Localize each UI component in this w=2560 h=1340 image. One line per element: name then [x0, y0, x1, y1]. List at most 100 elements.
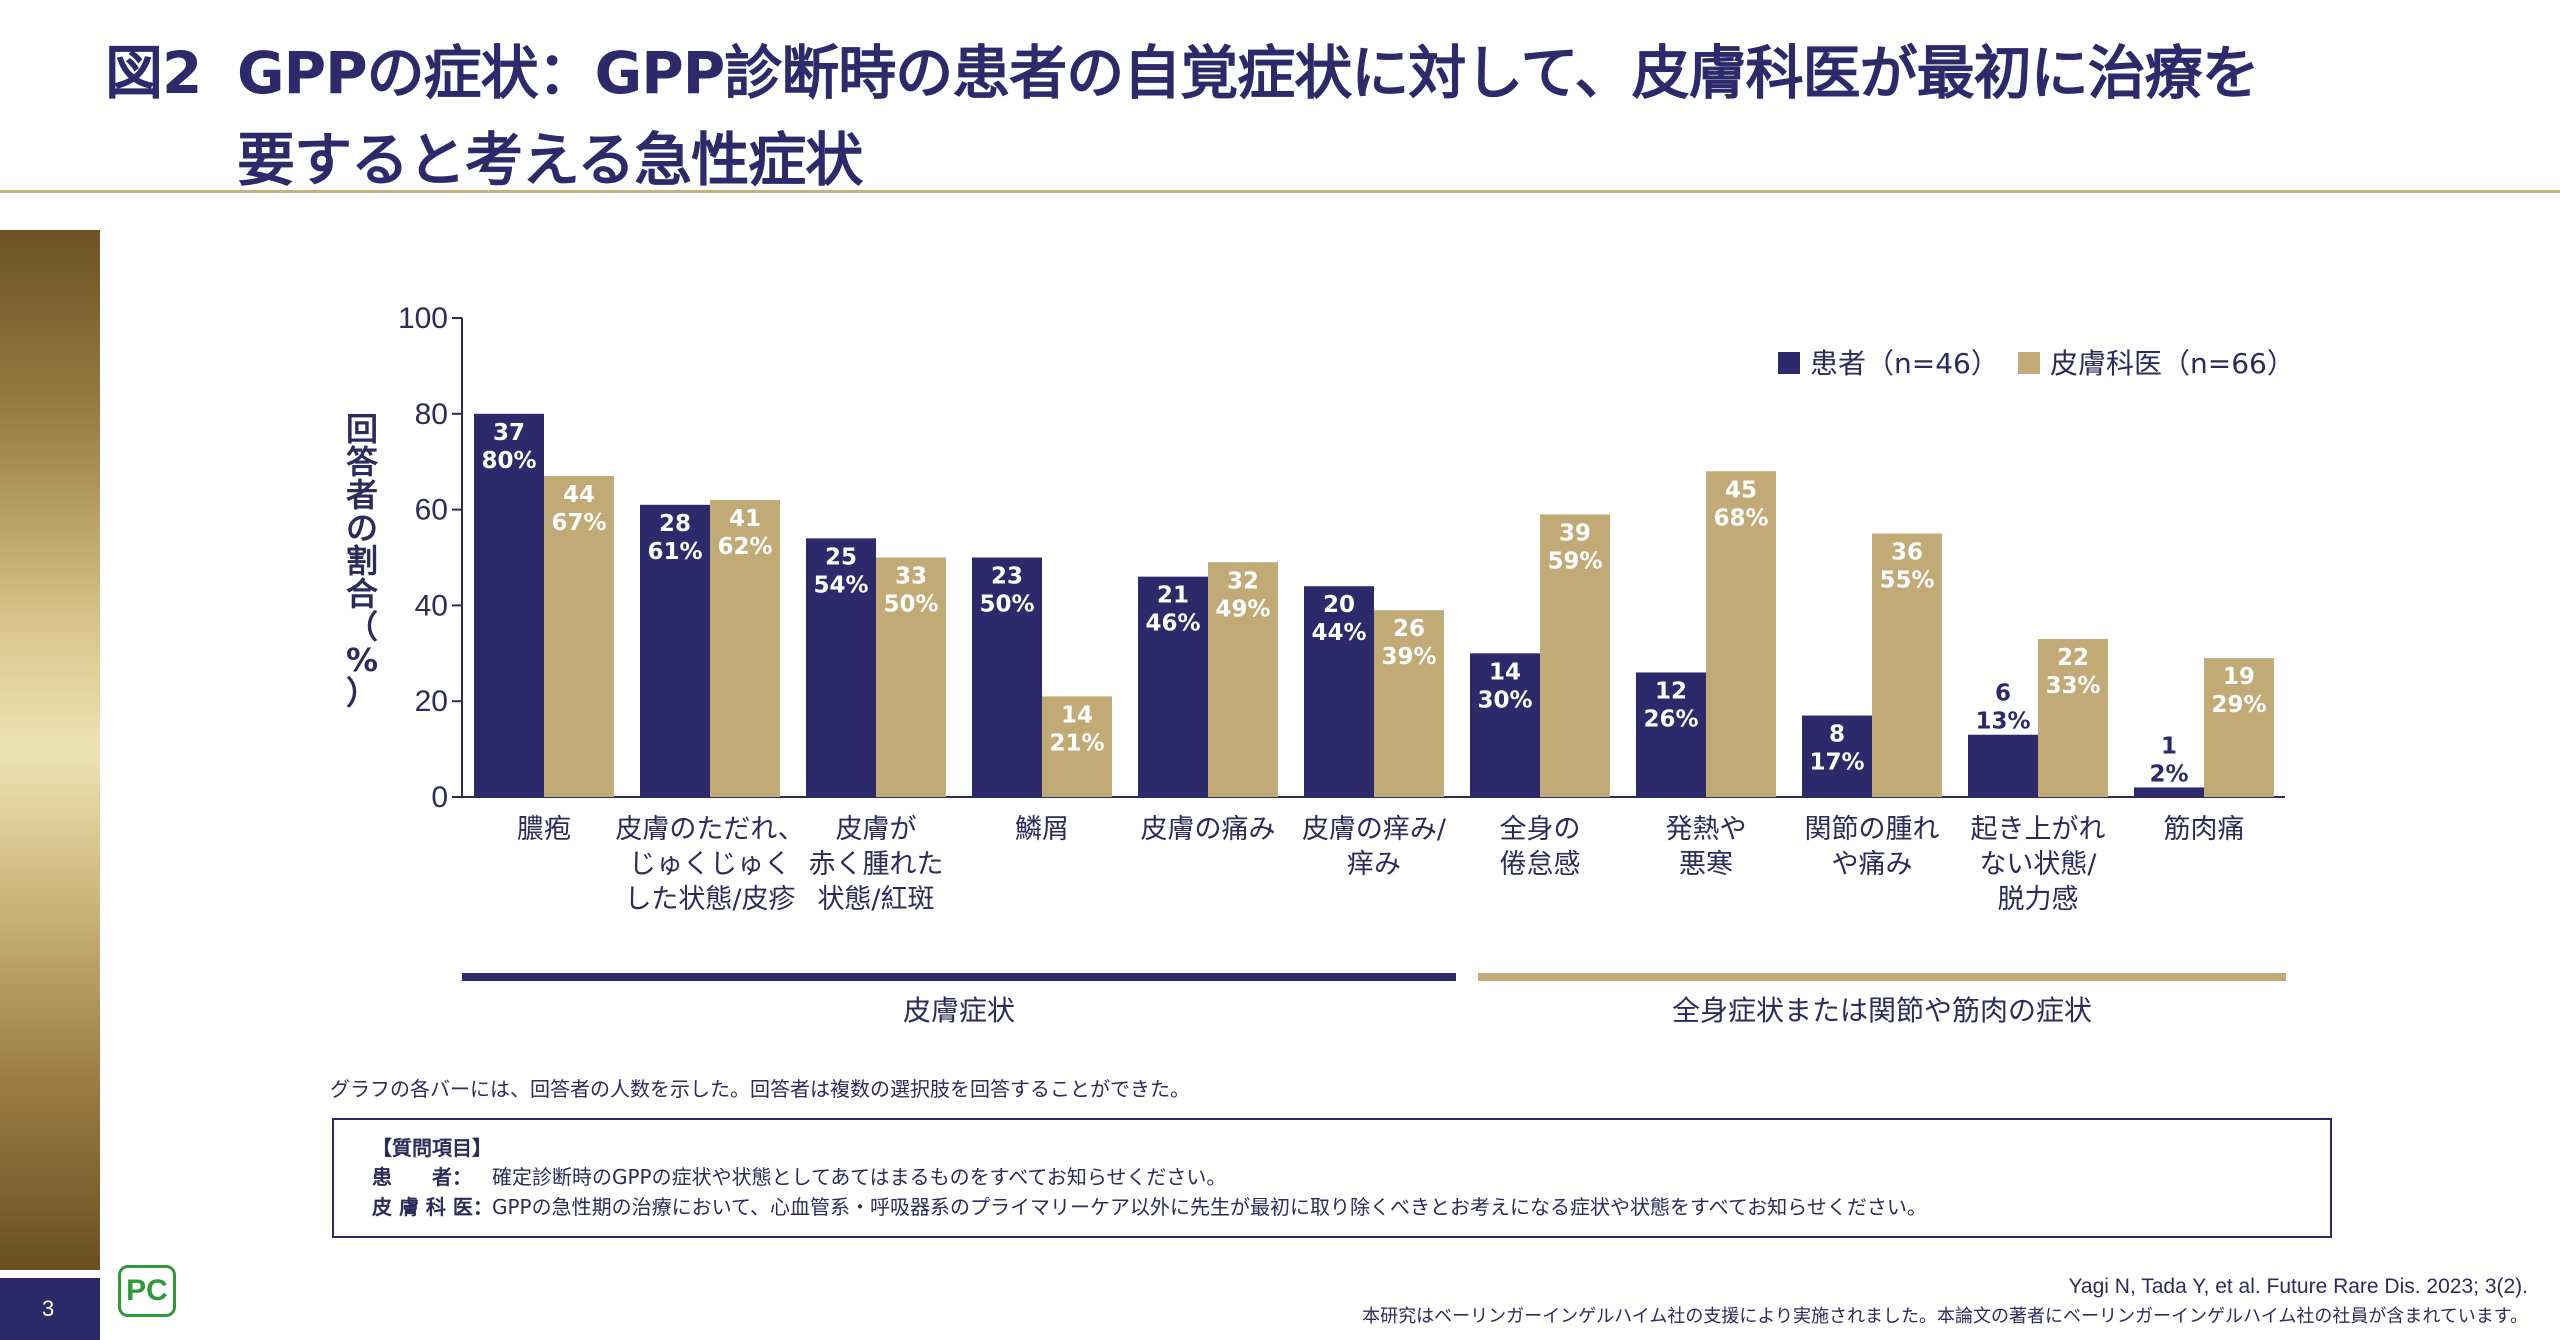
bar-patient	[474, 413, 544, 797]
bar-dermatologist	[1872, 533, 1942, 797]
x-category-label: 皮膚の痛み	[1141, 814, 1276, 845]
bar-percent-label: 26%	[1643, 706, 1698, 732]
bar-percent-label: 50%	[883, 592, 938, 618]
y-axis-label: 回答者の割合（%）	[346, 410, 379, 712]
bar-patient	[1304, 586, 1374, 797]
bar-dermatologist	[2038, 638, 2108, 797]
pc-logo-icon: PC	[118, 1265, 176, 1317]
y-tick-label: 40	[415, 589, 448, 622]
y-tick-label: 0	[431, 781, 448, 814]
bar-count-label: 8	[1829, 722, 1845, 748]
bar-percent-label: 61%	[647, 539, 702, 565]
bar-count-label: 28	[659, 511, 691, 537]
legend-label: 皮膚科医（n=66）	[2050, 347, 2295, 380]
bar-dermatologist	[1208, 562, 1278, 797]
bar-count-label: 32	[1227, 568, 1259, 594]
bar-count-label: 23	[991, 564, 1023, 590]
x-category-label: 皮膚が赤く腫れた状態/紅斑	[809, 814, 944, 915]
bar-count-label: 41	[729, 506, 761, 532]
gold-sidebar	[0, 230, 100, 1270]
bar-count-label: 22	[2057, 645, 2089, 671]
bar-patient	[1470, 653, 1540, 797]
bar-patient	[1138, 576, 1208, 797]
bar-count-label: 33	[895, 564, 927, 590]
bar-dermatologist	[710, 500, 780, 797]
figure-number: 図2	[105, 39, 202, 107]
group-bar	[462, 973, 1456, 981]
bar-count-label: 39	[1559, 520, 1591, 546]
x-category-label: 膿疱	[517, 814, 571, 845]
bar-patient	[1802, 715, 1872, 797]
bar-percent-label: 17%	[1809, 750, 1864, 776]
x-category-label: 筋肉痛	[2164, 814, 2245, 845]
question-patient-text: 確定診断時のGPPの症状や状態としてあてはまるものをすべてお知らせください。	[492, 1165, 1227, 1189]
bar-percent-label: 62%	[717, 534, 772, 560]
bar-count-label: 12	[1655, 678, 1687, 704]
question-derm-text: GPPの急性期の治療において、心血管系・呼吸器系のプライマリーケア以外に先生が最…	[492, 1195, 1927, 1219]
title-line-1: GPPの症状：GPP診断時の患者の自覚症状に対して、皮膚科医が最初に治療を	[237, 39, 2260, 107]
bar-percent-label: 21%	[1049, 730, 1104, 756]
bar-count-label: 20	[1323, 592, 1355, 618]
bar-dermatologist	[1706, 471, 1776, 797]
question-patient-label: 患 者：	[372, 1165, 472, 1189]
bar-count-label: 36	[1891, 540, 1923, 566]
x-category-label: 皮膚のただれ、じゅくじゅくした状態/皮疹	[615, 814, 804, 915]
bar-count-label: 14	[1061, 702, 1093, 728]
bar-count-label: 37	[493, 420, 525, 446]
bar-percent-label: 44%	[1311, 620, 1366, 646]
group-bar	[1478, 973, 2286, 981]
bar-percent-label: 30%	[1477, 687, 1532, 713]
bar-dermatologist	[1374, 610, 1444, 797]
x-category-label: 発熱や悪寒	[1666, 814, 1747, 880]
group-label: 全身症状または関節や筋肉の症状	[1672, 994, 2092, 1027]
bar-patient	[2134, 787, 2204, 797]
legend-label: 患者（n=46）	[1810, 347, 1999, 380]
bar-patient	[1636, 672, 1706, 797]
bar-count-label: 1	[2161, 733, 2177, 759]
y-tick-label: 80	[415, 398, 448, 431]
bar-percent-label: 55%	[1879, 568, 1934, 594]
title-divider	[0, 190, 2560, 193]
question-derm-label: 皮 膚 科 医：	[372, 1195, 493, 1219]
bar-patient	[972, 557, 1042, 797]
bar-patient	[806, 538, 876, 797]
question-dermatologist: 皮 膚 科 医：GPPの急性期の治療において、心血管系・呼吸器系のプライマリーケ…	[372, 1192, 2330, 1222]
bar-percent-label: 80%	[481, 448, 536, 474]
bar-dermatologist	[876, 557, 946, 797]
bar-percent-label: 13%	[1975, 709, 2030, 735]
x-category-label: 全身の倦怠感	[1500, 814, 1581, 880]
bar-percent-label: 39%	[1381, 644, 1436, 670]
group-label: 皮膚症状	[903, 994, 1015, 1027]
x-category-label: 皮膚の痒み/痒み	[1302, 814, 1447, 880]
bar-dermatologist	[544, 476, 614, 797]
bar-percent-label: 2%	[2149, 761, 2188, 787]
bar-percent-label: 67%	[551, 510, 606, 536]
x-category-label: 起き上がれない状態/脱力感	[1971, 814, 2106, 915]
bar-count-label: 44	[563, 482, 595, 508]
bar-percent-label: 59%	[1547, 548, 1602, 574]
bar-count-label: 25	[825, 544, 857, 570]
bar-percent-label: 68%	[1713, 505, 1768, 531]
bar-patient	[1968, 734, 2038, 797]
bar-percent-label: 50%	[979, 592, 1034, 618]
legend-swatch	[2018, 352, 2040, 374]
x-category-label: 鱗屑	[1015, 814, 1069, 845]
bar-percent-label: 54%	[813, 572, 868, 598]
bar-percent-label: 33%	[2045, 673, 2100, 699]
bar-percent-label: 29%	[2211, 692, 2266, 718]
chart-note: グラフの各バーには、回答者の人数を示した。回答者は複数の選択肢を回答することがで…	[330, 1077, 1190, 1101]
bar-dermatologist	[1540, 514, 1610, 797]
y-tick-label: 20	[415, 685, 448, 718]
questions-heading: 【質問項目】	[372, 1136, 492, 1160]
questions-box: 【質問項目】 患 者： 確定診断時のGPPの症状や状態としてあてはまるものをすべて…	[332, 1118, 2332, 1238]
title-line-2: 要すると考える急性症状	[237, 126, 863, 194]
y-tick-label: 60	[415, 494, 448, 527]
bar-count-label: 6	[1995, 681, 2011, 707]
bar-patient	[640, 504, 710, 797]
y-tick-label: 100	[398, 302, 448, 335]
bar-count-label: 14	[1489, 659, 1521, 685]
bar-dermatologist	[2204, 658, 2274, 797]
page-number: 3	[0, 1278, 100, 1340]
question-patient: 患 者： 確定診断時のGPPの症状や状態としてあてはまるものをすべてお知らせくださ…	[372, 1162, 2330, 1192]
